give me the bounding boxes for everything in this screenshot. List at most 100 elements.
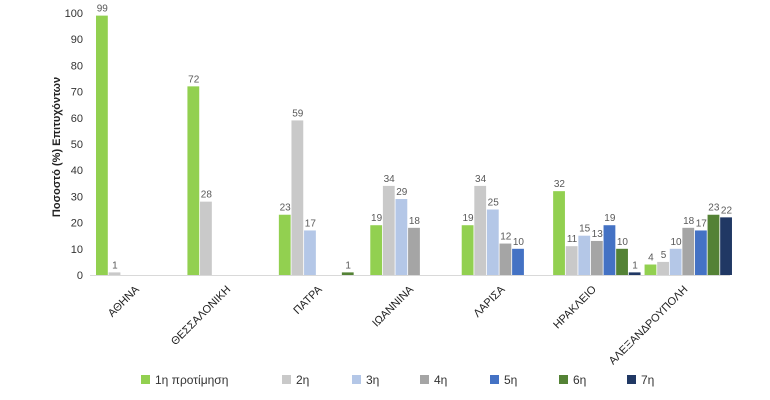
y-axis-title: Ποσοστό (%) Επιτυχόντων: [51, 77, 63, 217]
legend-label: 6η: [573, 373, 586, 387]
bar: [108, 272, 121, 275]
bar: [486, 209, 499, 275]
bar: [291, 120, 304, 275]
data-label: 34: [475, 174, 487, 185]
data-label: 22: [721, 205, 733, 216]
y-tick-label: 30: [71, 191, 83, 203]
legend-label: 4η: [434, 373, 447, 387]
legend: 1η προτίμηση 2η 3η 4η 5η 6η 7η: [141, 373, 654, 387]
legend-label: 5η: [504, 373, 517, 387]
x-tick-label: ΑΘΗΝΑ: [106, 283, 142, 319]
data-label: 72: [188, 74, 200, 85]
bar: [628, 272, 641, 275]
data-label: 5: [661, 250, 667, 261]
data-label: 12: [500, 232, 512, 243]
y-axis: 0 10 20 30 40 50 60 70 80 90 100: [65, 8, 83, 282]
y-tick-label: 40: [71, 165, 83, 177]
bar: [370, 225, 383, 275]
x-tick-label: ΛΑΡΙΣΑ: [471, 283, 508, 320]
bar: [616, 248, 628, 275]
data-label: 19: [604, 213, 616, 224]
bar: [603, 225, 616, 275]
bar: [96, 15, 108, 276]
legend-label: 2η: [296, 373, 309, 387]
data-label: 19: [462, 213, 474, 224]
x-tick-label: ΠΑΤΡΑ: [291, 283, 325, 317]
data-label: 1: [632, 260, 638, 271]
data-label: 99: [97, 4, 109, 15]
x-tick-label: ΑΛΕΞΑΝΔΡΟΥΠΟΛΗ: [607, 284, 691, 368]
bar: [590, 240, 603, 275]
bar: [720, 217, 732, 275]
y-tick-label: 50: [71, 139, 83, 151]
bar: [278, 214, 291, 275]
bar: [304, 230, 316, 275]
data-label: 10: [617, 237, 629, 248]
data-label: 4: [648, 253, 654, 264]
bar: [499, 243, 512, 275]
legend-label: 1η προτίμηση: [155, 373, 228, 387]
bar: [578, 235, 591, 275]
y-tick-label: 60: [71, 113, 83, 125]
x-tick-label: ΘΕΣΣΑΛΟΝΙΚΗ: [169, 284, 233, 348]
bar: [408, 227, 420, 275]
legend-swatch: [420, 375, 429, 384]
bar: [707, 214, 720, 275]
bar: [474, 185, 487, 275]
bar: [694, 230, 707, 275]
legend-swatch: [559, 375, 568, 384]
data-label: 59: [292, 108, 304, 119]
bar: [512, 248, 524, 275]
legend-swatch: [352, 375, 361, 384]
bar: [187, 86, 200, 275]
data-label: 10: [513, 237, 525, 248]
bar: [669, 248, 682, 275]
legend-swatch: [282, 375, 291, 384]
bar: [461, 225, 474, 275]
bar: [200, 201, 212, 275]
x-tick-label: ΗΡΑΚΛΕΙΟ: [551, 283, 599, 331]
data-label: 23: [280, 203, 292, 214]
legend-swatch: [490, 375, 499, 384]
data-label: 34: [384, 174, 396, 185]
bar: [565, 246, 578, 275]
data-label: 13: [592, 229, 604, 240]
data-label: 18: [409, 216, 421, 227]
data-label: 17: [305, 218, 317, 229]
y-tick-label: 70: [71, 87, 83, 99]
bar: [644, 264, 657, 275]
data-label: 25: [488, 198, 500, 209]
data-label: 32: [554, 179, 566, 190]
data-label: 28: [201, 190, 213, 201]
data-label: 11: [567, 234, 578, 245]
bar: [553, 191, 565, 275]
data-label: 17: [696, 218, 708, 229]
legend-label: 7η: [641, 373, 654, 387]
bar: [657, 261, 669, 275]
legend-swatch: [627, 375, 636, 384]
data-label: 1: [112, 260, 118, 271]
data-label: 18: [683, 216, 695, 227]
bar: [382, 185, 395, 275]
data-label: 19: [371, 213, 383, 224]
legend-label: 3η: [366, 373, 379, 387]
y-tick-label: 100: [65, 8, 83, 20]
data-label: 15: [579, 224, 591, 235]
y-tick-label: 10: [71, 244, 83, 256]
y-tick-label: 90: [71, 34, 83, 46]
bar: [395, 199, 408, 275]
y-tick-label: 0: [77, 270, 83, 282]
y-tick-label: 20: [71, 218, 83, 230]
x-tick-label: ΙΩΑΝΝΙΝΑ: [370, 283, 416, 329]
data-label: 23: [708, 203, 720, 214]
legend-swatch: [141, 375, 150, 384]
x-axis-categories: ΑΘΗΝΑ ΘΕΣΣΑΛΟΝΙΚΗ ΠΑΤΡΑ ΙΩΑΝΝΙΝΑ ΛΑΡΙΣΑ ΗΡΑΚΛ…: [106, 283, 691, 367]
y-tick-label: 80: [71, 60, 83, 72]
bar: [682, 227, 695, 275]
data-label: 1: [345, 260, 351, 271]
data-label: 10: [671, 237, 683, 248]
bar: [341, 272, 354, 275]
data-label: 29: [396, 187, 408, 198]
